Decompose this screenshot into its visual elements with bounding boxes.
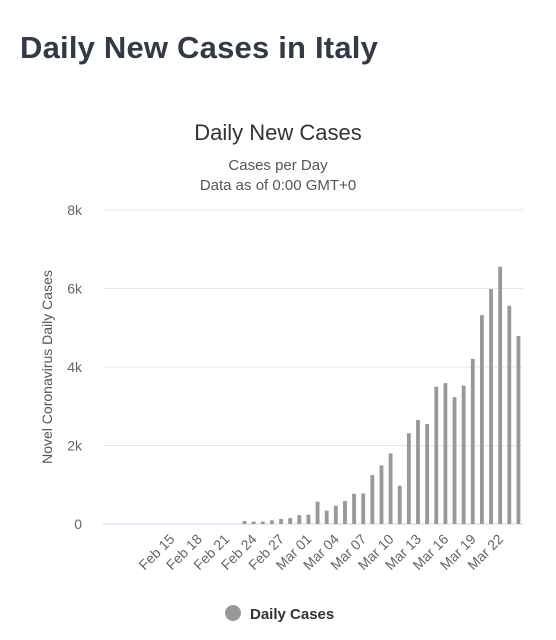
bar[interactable] [397, 485, 402, 524]
bar[interactable] [434, 386, 439, 524]
bar[interactable] [370, 475, 375, 524]
chart-subtitle-line-2: Data as of 0:00 GMT+0 [200, 177, 356, 194]
legend-label-daily-cases[interactable]: Daily Cases [250, 606, 334, 623]
bar[interactable] [516, 336, 521, 524]
bar[interactable] [461, 385, 466, 524]
bar[interactable] [297, 515, 302, 524]
bar[interactable] [260, 521, 265, 524]
y-tick-label: 0 [74, 516, 82, 532]
bar[interactable] [416, 419, 420, 524]
bar[interactable] [379, 465, 384, 524]
y-tick-label: 8k [67, 202, 83, 218]
chart-subtitle-line-1: Cases per Day [228, 157, 328, 174]
bar[interactable] [452, 397, 457, 524]
bar[interactable] [425, 424, 430, 524]
bar[interactable] [279, 518, 283, 524]
y-tick-label: 6k [67, 281, 83, 297]
bar[interactable] [288, 518, 293, 524]
bar[interactable] [269, 520, 274, 524]
y-axis-label: Novel Coronavirus Daily Cases [39, 270, 55, 464]
bar[interactable] [388, 453, 393, 524]
bar[interactable] [333, 505, 338, 524]
bar[interactable] [315, 501, 320, 524]
y-tick-label: 4k [67, 359, 83, 375]
bar[interactable] [489, 289, 493, 524]
bar[interactable] [406, 433, 411, 524]
bar[interactable] [361, 493, 366, 524]
bar[interactable] [479, 315, 484, 524]
bar-series-daily-cases [196, 266, 521, 524]
bar[interactable] [498, 266, 503, 524]
bar[interactable] [306, 514, 311, 524]
legend-marker [225, 605, 241, 621]
chart-title: Daily New Cases [194, 120, 362, 145]
grid-lines [103, 209, 523, 525]
page-title: Daily New Cases in Italy [20, 30, 379, 65]
bar[interactable] [251, 521, 256, 524]
y-axis-ticks: 0 2k 4k 6k 8k [67, 202, 83, 532]
bar[interactable] [324, 510, 329, 524]
y-tick-label: 2k [67, 438, 83, 454]
bar[interactable] [470, 358, 475, 524]
bar[interactable] [507, 305, 512, 524]
bar[interactable] [343, 500, 347, 524]
bar[interactable] [443, 383, 448, 524]
bar[interactable] [242, 521, 247, 524]
bar[interactable] [352, 493, 357, 524]
legend[interactable]: Daily Cases [225, 605, 334, 623]
